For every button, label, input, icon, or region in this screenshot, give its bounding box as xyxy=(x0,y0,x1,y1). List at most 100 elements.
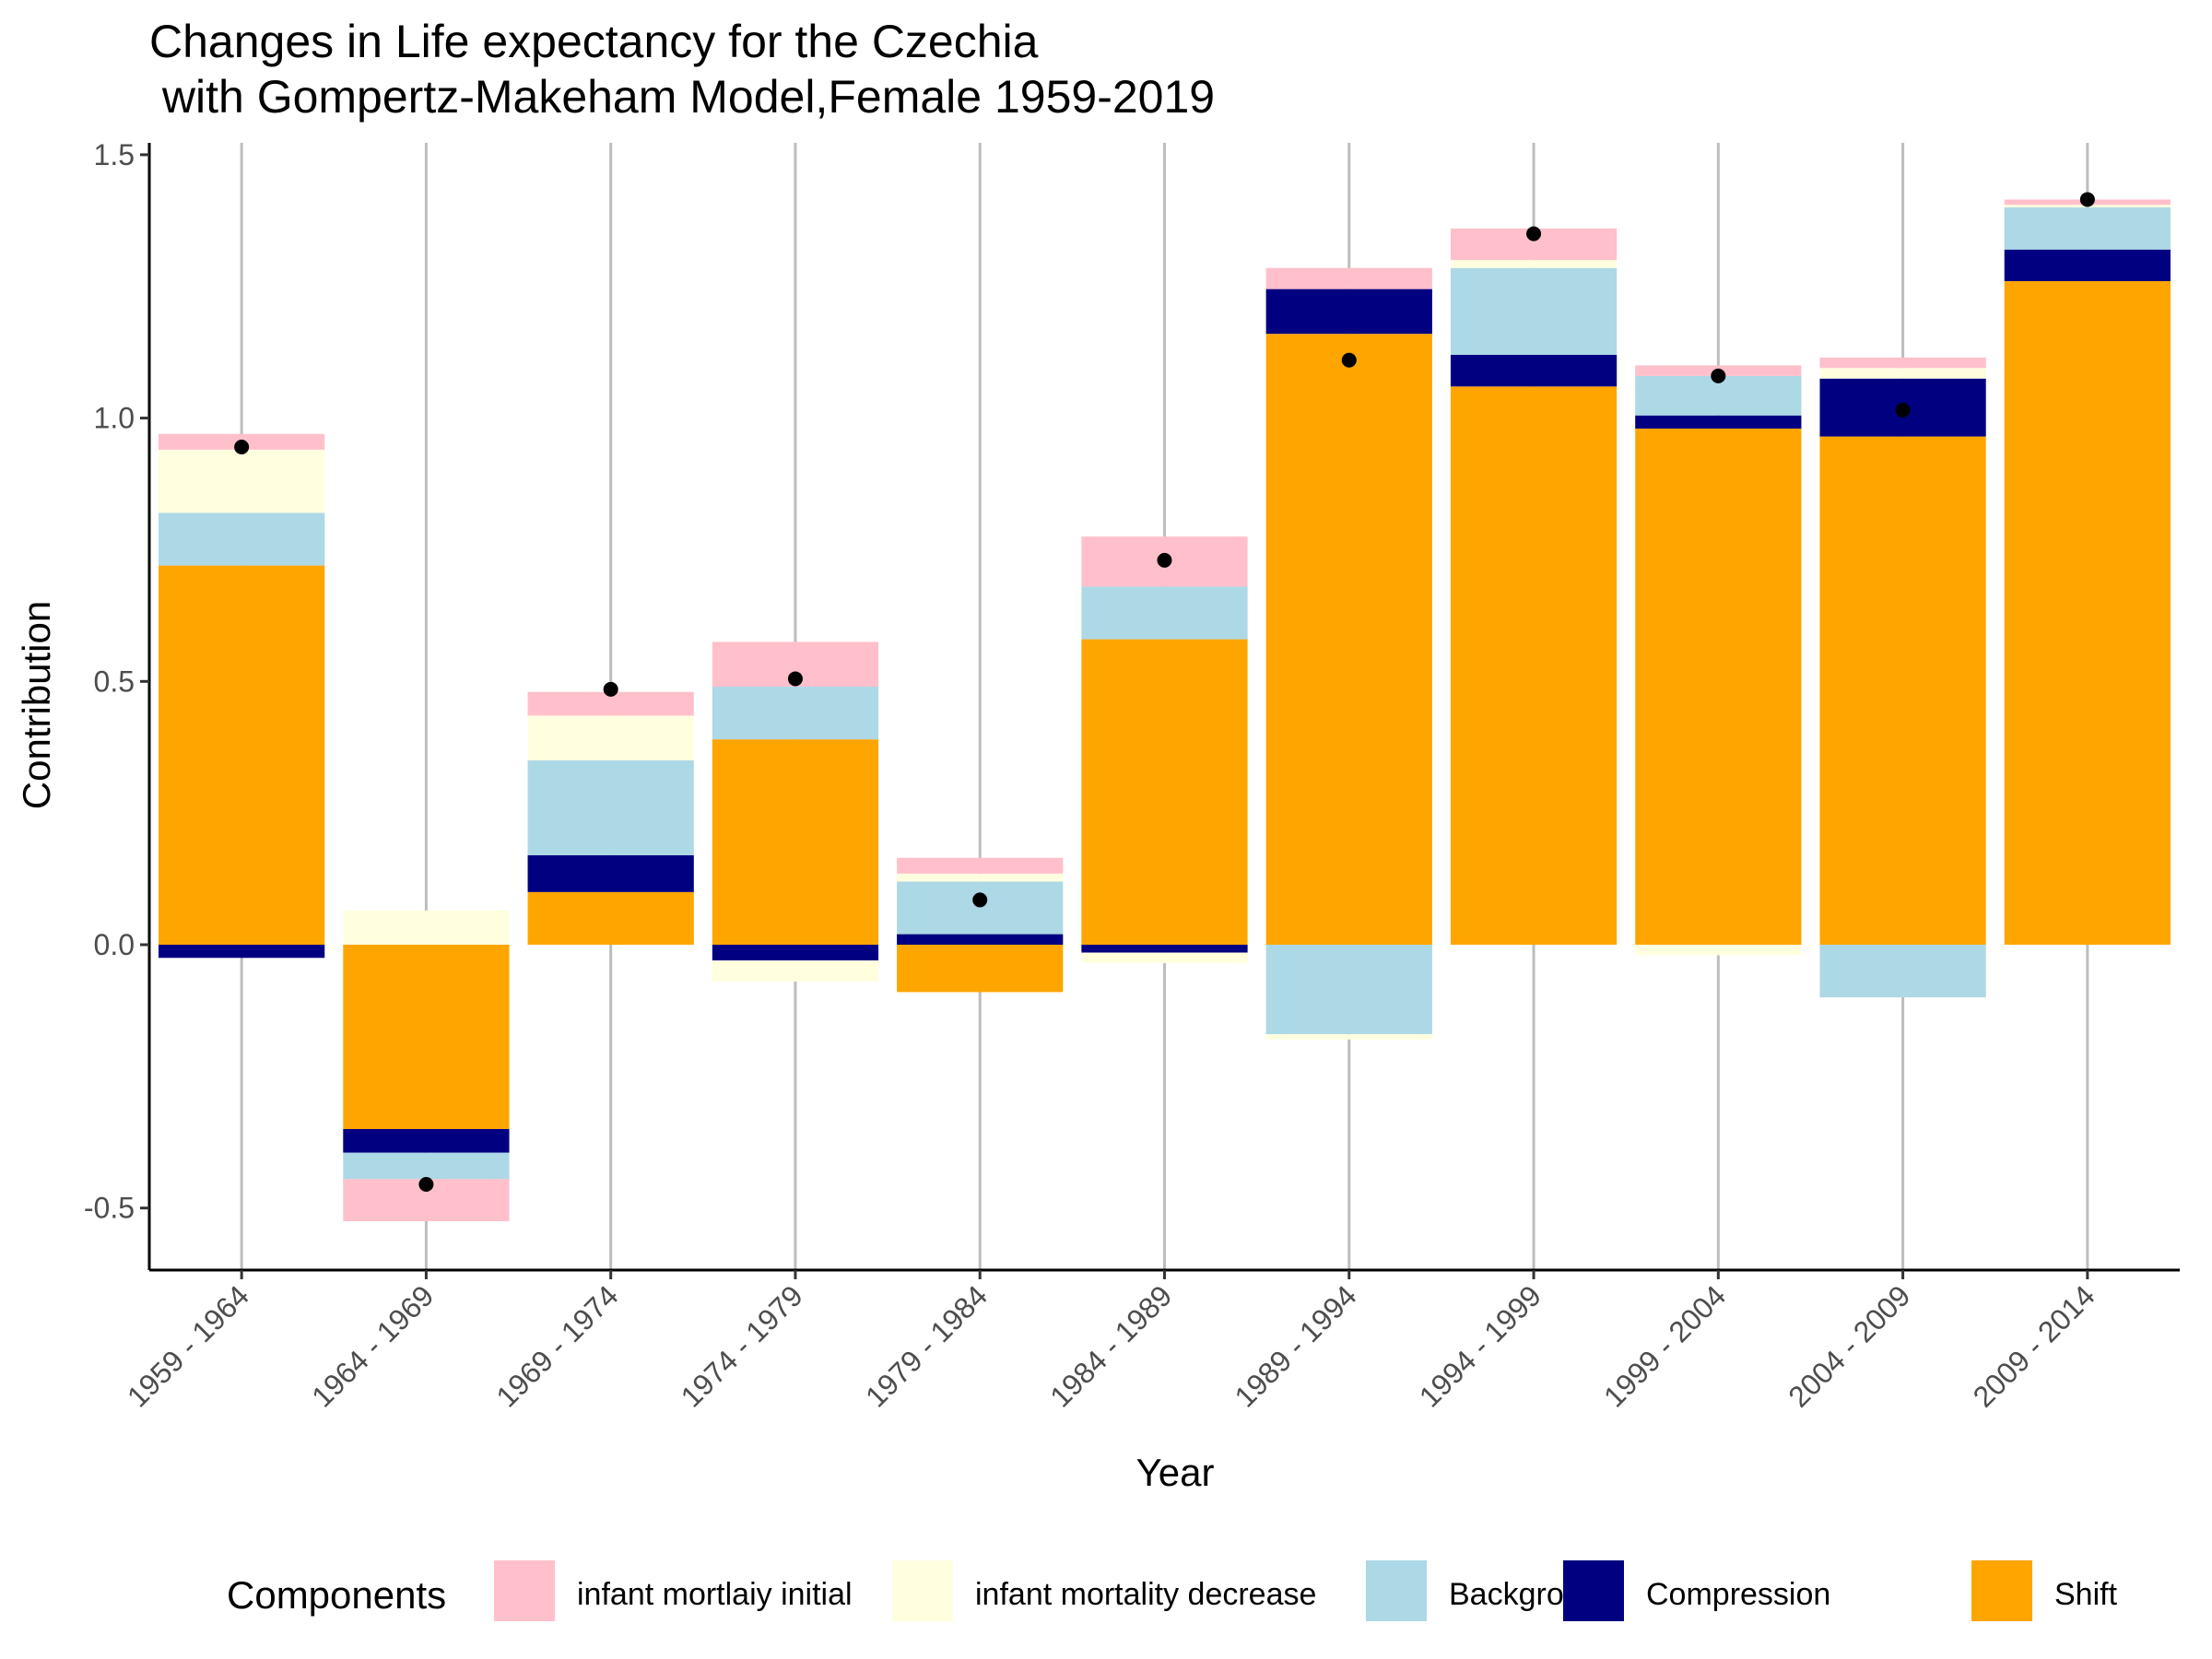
bar-segment xyxy=(897,857,1064,874)
bar-segment xyxy=(1450,260,1618,268)
x-tick-label: 1984 - 1989 xyxy=(1043,1278,1178,1413)
bar-segment xyxy=(2004,207,2171,250)
bar-segment xyxy=(1819,357,1986,369)
bar-segment xyxy=(1265,288,1432,335)
bar-segment xyxy=(712,739,879,945)
x-tick-label: 1979 - 1984 xyxy=(859,1278,994,1413)
bar-segment xyxy=(1450,267,1618,356)
legend-key xyxy=(494,1560,555,1621)
legend-key xyxy=(892,1560,953,1621)
bar-segment xyxy=(897,934,1064,945)
legend-label: Shift xyxy=(2054,1577,2118,1612)
y-tick-label: 1.5 xyxy=(94,138,135,171)
total-point xyxy=(2079,192,2095,207)
bar-stack xyxy=(343,910,510,1221)
legend-key xyxy=(1563,1560,1624,1621)
y-tick-label: -0.5 xyxy=(84,1192,135,1225)
bar-segment xyxy=(527,715,694,761)
y-tick-label: 0.0 xyxy=(94,928,135,961)
y-tick-label: 1.0 xyxy=(94,402,135,435)
bar-stack xyxy=(1819,357,1986,998)
bar-segment xyxy=(712,960,879,982)
bar-segment xyxy=(159,449,325,513)
bar-segment xyxy=(1450,386,1618,945)
bar-segment xyxy=(159,945,325,959)
total-point xyxy=(1157,552,1172,568)
bar-segment xyxy=(1081,639,1248,945)
bar-segment xyxy=(1450,355,1618,387)
x-tick-label: 1959 - 1964 xyxy=(121,1278,255,1413)
bar-segment xyxy=(2004,249,2171,282)
bar-segment xyxy=(159,512,325,566)
bar-segment xyxy=(1265,334,1432,945)
total-points xyxy=(234,192,2095,1192)
x-axis-title: Year xyxy=(1136,1451,1215,1494)
x-tick-label: 1969 - 1974 xyxy=(489,1278,624,1413)
bar-segment xyxy=(1819,436,1986,945)
bar-segment xyxy=(2004,281,2171,945)
legend-label: Compression xyxy=(1646,1577,1830,1612)
bar-segment xyxy=(159,565,325,945)
bar-segment xyxy=(343,910,510,945)
bars xyxy=(159,199,2171,1221)
bar-segment xyxy=(1635,945,1802,956)
x-tick-label: 1994 - 1999 xyxy=(1413,1278,1547,1413)
x-tick-labels: 1959 - 1964 1964 - 1969 1969 - 1974 1974 - … xyxy=(121,1278,2101,1413)
bar-stack xyxy=(1450,228,1618,945)
x-tick-label: 1989 - 1994 xyxy=(1228,1278,1362,1413)
bar-stack xyxy=(1265,267,1432,1040)
bar-stack xyxy=(897,857,1064,993)
chart-title: Changes in Life expectancy for the Czech… xyxy=(149,16,1215,123)
x-tick-label: 1999 - 2004 xyxy=(1597,1278,1732,1413)
legend-label: infant mortlaiy initial xyxy=(577,1577,853,1612)
total-point xyxy=(1895,403,1911,418)
total-point xyxy=(603,681,618,697)
bar-segment xyxy=(343,1128,510,1153)
chart-title-line-2: with Gompertz-Makeham Model,Female 1959-… xyxy=(149,71,1215,123)
bar-segment xyxy=(1081,945,1248,953)
bar-segment xyxy=(1635,415,1802,429)
legend-key xyxy=(1366,1560,1427,1621)
bar-segment xyxy=(1635,429,1802,945)
y-tick-label: 0.5 xyxy=(94,665,135,698)
bar-segment xyxy=(1081,586,1248,640)
bar-segment xyxy=(712,687,879,740)
x-tick-label: 1964 - 1969 xyxy=(305,1278,440,1413)
bar-stack xyxy=(527,691,694,945)
bar-segment xyxy=(527,891,694,945)
bar-segment xyxy=(712,945,879,961)
bar-segment xyxy=(1819,368,1986,379)
x-tick-label: 2004 - 2009 xyxy=(1782,1278,1916,1413)
total-point xyxy=(787,671,803,687)
total-point xyxy=(1711,368,1726,383)
legend-title: Components xyxy=(227,1573,446,1617)
bar-segment xyxy=(343,1152,510,1180)
y-axis-title: Contribution xyxy=(15,601,58,809)
total-point xyxy=(972,892,988,908)
bar-segment xyxy=(897,873,1064,882)
y-tick-labels: -0.5 0.0 0.5 1.0 1.5 xyxy=(84,138,135,1225)
bar-segment xyxy=(527,760,694,855)
bar-segment xyxy=(1819,945,1986,998)
total-point xyxy=(1341,352,1357,368)
bar-segment xyxy=(897,945,1064,993)
bar-stack xyxy=(1081,536,1248,963)
bar-segment xyxy=(1265,267,1432,289)
bar-segment xyxy=(1081,952,1248,963)
x-tick-label: 1974 - 1979 xyxy=(675,1278,809,1413)
chart-title-line-1: Changes in Life expectancy for the Czech… xyxy=(149,16,1039,67)
axes xyxy=(140,143,2180,1279)
bar-segment xyxy=(343,945,510,1129)
legend-key xyxy=(1971,1560,2032,1621)
bar-stack xyxy=(712,641,879,982)
legend: Components infant mortlaiy initial infant… xyxy=(227,1560,2118,1621)
bar-stack xyxy=(159,433,325,959)
bar-segment xyxy=(1265,1034,1432,1040)
bar-segment xyxy=(897,881,1064,935)
bar-stack xyxy=(2004,199,2171,945)
bar-segment xyxy=(527,854,694,892)
total-point xyxy=(418,1176,434,1192)
x-tick-label: 2009 - 2014 xyxy=(1967,1278,2101,1413)
total-point xyxy=(1526,226,1542,241)
